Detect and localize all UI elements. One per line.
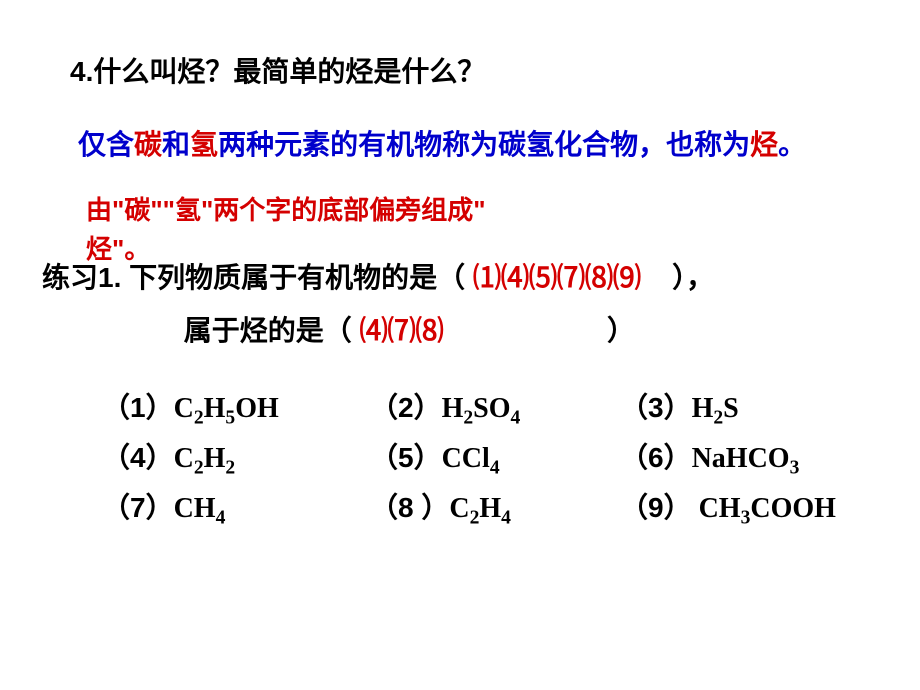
chemical-formula: C2H4 xyxy=(449,493,511,524)
choice-label: （5） xyxy=(370,442,442,473)
choice-item: （8 ）C2H4 xyxy=(370,480,511,537)
chemical-formula: CH3COOH xyxy=(692,493,836,524)
exercise-line2b: ） xyxy=(451,315,635,346)
etym-line1: 由"碳""氢"两个字的底部偏旁组成" xyxy=(86,195,486,225)
choice-item: （7）CH4 xyxy=(102,480,225,537)
chemical-formula: NaHCO3 xyxy=(692,443,800,474)
definition-part: 仅含 xyxy=(78,129,134,160)
exercise-answer1: ⑴⑷⑸⑺⑻⑼ xyxy=(473,262,641,293)
exercise-label: 练习1. xyxy=(42,262,121,293)
definition: 仅含碳和氢两种元素的有机物称为碳氢化合物，也称为烃。 xyxy=(78,118,858,171)
chemical-formula: C2H5OH xyxy=(174,393,279,424)
choice-label: （2） xyxy=(370,392,442,423)
choice-item: （9） CH3COOH xyxy=(620,480,836,537)
choice-label: （9） xyxy=(620,492,692,523)
exercise-line1b: ）， xyxy=(649,262,714,293)
exercise-line2a: 属于烃的是（ xyxy=(184,315,352,346)
choice-label: （7） xyxy=(102,492,174,523)
choice-item: （2）H2SO4 xyxy=(370,380,520,437)
choice-item: （5）CCl4 xyxy=(370,430,500,487)
question-text: 什么叫烃？最简单的烃是什么？ xyxy=(93,56,485,87)
chemical-formula: H2S xyxy=(692,393,739,424)
chemical-formula: CH4 xyxy=(174,493,226,524)
choice-label: （6） xyxy=(620,442,692,473)
chemical-formula: C2H2 xyxy=(174,443,236,474)
choices-grid: （1）C2H5OH （2）H2SO4 （3）H2S （4）C2H2 （5）CCl4 （6）… xyxy=(30,380,890,560)
exercise-block: 练习1. 下列物质属于有机物的是（ ⑴⑷⑸⑺⑻⑼ ）， 属于烃的是（ ⑷⑺⑻ ） xyxy=(42,251,890,357)
choice-label: （8 ） xyxy=(370,492,449,523)
choice-label: （3） xyxy=(620,392,692,423)
choice-item: （1）C2H5OH xyxy=(102,380,279,437)
slide: 4.什么叫烃？最简单的烃是什么？ 仅含碳和氢两种元素的有机物称为碳氢化合物，也称… xyxy=(0,0,920,690)
choice-label: （4） xyxy=(102,442,174,473)
definition-part: 和 xyxy=(162,129,190,160)
choice-item: （3）H2S xyxy=(620,380,739,437)
definition-part: 。 xyxy=(778,129,806,160)
chemical-formula: CCl4 xyxy=(442,443,500,474)
exercise-answer2: ⑷⑺⑻ xyxy=(360,315,444,346)
exercise-line1a: 下列物质属于有机物的是（ xyxy=(129,262,465,293)
question-number: 4. xyxy=(70,56,93,87)
definition-part: 氢 xyxy=(190,129,218,160)
question-line: 4.什么叫烃？最简单的烃是什么？ xyxy=(70,50,890,90)
definition-part: 烃 xyxy=(750,129,778,160)
chemical-formula: H2SO4 xyxy=(442,393,521,424)
definition-part: 碳 xyxy=(134,129,162,160)
choice-item: （4）C2H2 xyxy=(102,430,235,487)
choice-item: （6）NaHCO3 xyxy=(620,430,799,487)
definition-part: 两种元素的有机物称为碳氢化合物，也称为 xyxy=(218,129,750,160)
choice-label: （1） xyxy=(102,392,174,423)
